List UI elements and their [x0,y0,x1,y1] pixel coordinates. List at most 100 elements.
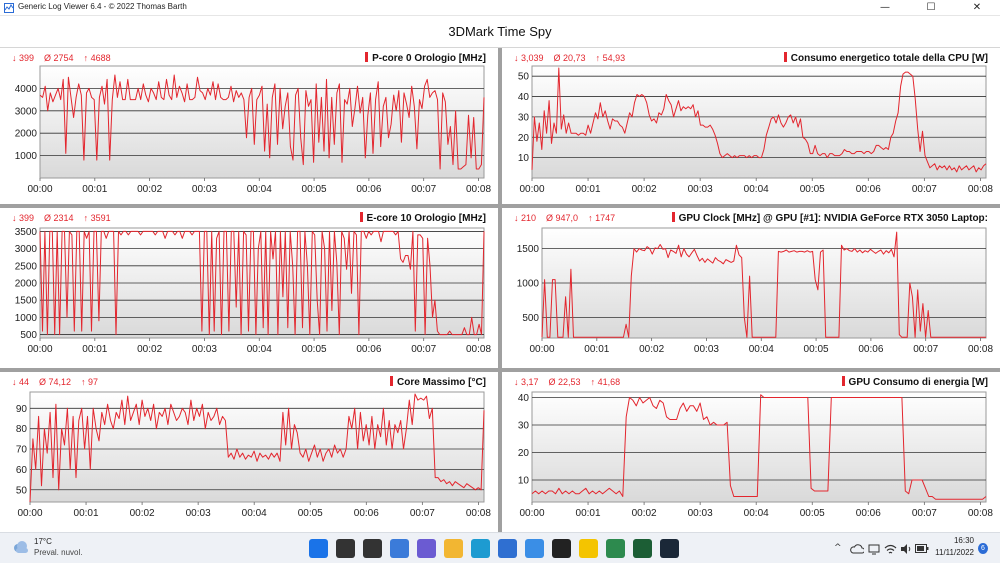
y-tick-label: 3000 [15,106,38,117]
p-core-clock-chart[interactable]: 1000 2000 3000 4000 00:00 00:01 00:02 00:03 00:0… [0,48,498,204]
chart-title-text: P-core 0 Orologio [MHz] [372,53,486,64]
y-tick-label: 2000 [15,129,38,140]
wifi-icon[interactable] [884,543,897,555]
chart-title-text: GPU Consumo di energia [W] [848,377,988,388]
stat-avg: Ø 22,53 [548,377,581,387]
core-max-temp-series-line [29,393,485,503]
weather-temperature[interactable]: 17°C [34,537,52,546]
y-tick-label: 1000 [15,151,38,162]
store-icon[interactable] [498,539,517,558]
y-tick-label: 1000 [517,279,540,290]
clock-date[interactable]: 11/11/2022 [935,548,974,557]
chart-title-text: E-core 10 Orologio [MHz] [366,213,486,224]
x-tick-label: 00:06 [858,344,883,355]
onedrive-cloud-icon[interactable] [850,544,864,554]
cpu-power-plot-area [531,65,987,179]
window-title: Generic Log Viewer 6.4 - © 2022 Thomas B… [18,2,187,11]
x-tick-label: 00:03 [186,508,211,519]
edge-icon[interactable] [471,539,490,558]
x-tick-label: 00:00 [17,508,42,519]
cpu-power-chart[interactable]: 10 20 30 40 50 00:00 00:01 00:02 00:03 00:04 00:05… [502,48,1000,204]
y-tick-label: 20 [518,448,530,459]
start-button-icon[interactable] [309,539,328,558]
file-explorer-icon[interactable] [444,539,463,558]
close-button[interactable]: ✕ [972,2,982,13]
x-tick-label: 00:06 [856,508,881,519]
y-tick-label: 20 [518,133,530,144]
cpu-power-title: Consumo energetico totale della CPU [W] [783,52,988,64]
x-tick-label: 00:08 [968,184,993,195]
norton-icon[interactable] [579,539,598,558]
task-view-icon[interactable] [363,539,382,558]
teams-icon[interactable] [417,539,436,558]
widgets-icon[interactable] [390,539,409,558]
stat-avg: Ø 2754 [44,53,74,63]
maximize-button[interactable]: ☐ [926,2,936,13]
legend-color-marker [841,376,845,386]
x-tick-label: 00:07 [913,344,938,355]
x-tick-label: 00:00 [519,508,544,519]
xbox-icon[interactable] [552,539,571,558]
battery-icon[interactable] [915,544,929,553]
stat-min: ↓ 210 [514,213,537,223]
gpu-monitor-icon[interactable] [606,539,625,558]
x-tick-label: 00:03 [192,344,217,355]
weather-description[interactable]: Preval. nuvol. [34,548,83,557]
x-tick-label: 00:06 [856,184,881,195]
x-tick-label: 00:03 [192,184,217,195]
chart-title-text: Consumo energetico totale della CPU [W] [790,53,988,64]
y-tick-label: 60 [16,465,28,476]
y-tick-label: 70 [16,445,28,456]
x-tick-label: 00:01 [576,508,601,519]
panel-divider [498,48,502,532]
x-tick-label: 00:01 [82,184,107,195]
y-tick-label: 30 [518,112,530,123]
steam-icon[interactable] [660,539,679,558]
y-tick-label: 40 [518,393,530,404]
taskbar: 17°C Preval. nuvol. ^ 16:30 11/11/2022 6 [0,532,1000,563]
cpu-power-panel: 10 20 30 40 50 00:00 00:01 00:02 00:03 00:04 00:05… [502,48,1000,204]
x-tick-label: 00:02 [632,508,657,519]
network-icon[interactable] [868,543,880,555]
weather-cloud-icon[interactable] [12,540,30,554]
gpu-power-series-line [531,394,987,500]
core-max-temp-stats: ↓ 44 Ø 74,12 ↑ 97 [12,377,108,387]
y-tick-label: 500 [20,330,37,341]
chart-title-text: GPU Clock [MHz] @ GPU [#1]: NVIDIA GeFor… [678,213,988,224]
clock-time[interactable]: 16:30 [953,536,974,545]
y-tick-label: 4000 [15,84,38,95]
gpu-clock-chart[interactable]: 500 1000 1500 00:00 00:01 00:02 00:03 00:04 00:0… [502,208,1000,368]
volume-icon[interactable] [900,543,912,555]
log-viewer-icon[interactable] [633,539,652,558]
gpu-clock-title: GPU Clock [MHz] @ GPU [#1]: NVIDIA GeFor… [671,212,988,224]
y-tick-label: 80 [16,424,28,435]
x-tick-label: 00:08 [968,344,993,355]
x-tick-label: 00:06 [356,184,381,195]
notification-badge[interactable]: 6 [978,543,988,554]
y-tick-label: 500 [522,313,539,324]
core-max-temp-chart[interactable]: 50 60 70 80 90 00:00 00:01 00:02 00:03 00:04 00:05… [0,372,498,532]
y-tick-label: 30 [518,421,530,432]
minimize-button[interactable]: — [880,2,890,13]
e-core-clock-stats: ↓ 399 Ø 2314 ↑ 3591 [12,213,121,223]
x-tick-label: 00:00 [519,184,544,195]
photos-icon[interactable] [525,539,544,558]
stat-min: ↓ 399 [12,53,35,63]
x-tick-label: 00:01 [584,344,609,355]
gpu-power-chart[interactable]: 10 20 30 40 00:00 00:01 00:02 00:03 00:04 00:05 00… [502,372,1000,532]
gpu-clock-panel: 500 1000 1500 00:00 00:01 00:02 00:03 00:04 00:0… [502,208,1000,368]
core-max-temp-title: Core Massimo [°C] [389,376,486,388]
y-tick-label: 10 [518,153,530,164]
e-core-clock-title: E-core 10 Orologio [MHz] [359,212,486,224]
search-icon[interactable] [336,539,355,558]
stat-max: ↑ 41,68 [590,377,621,387]
e-core-clock-chart[interactable]: 500 1000 1500 2000 2500 3000 3500 00:00 00:01 00:… [0,208,498,368]
stat-avg: Ø 20,73 [553,53,586,63]
tray-overflow-chevron-icon[interactable]: ^ [834,543,842,553]
gpu-power-stats: ↓ 3,17 Ø 22,53 ↑ 41,68 [514,377,630,387]
x-tick-label: 00:07 [411,344,436,355]
gpu-clock-stats: ↓ 210 Ø 947,0 ↑ 1747 [514,213,625,223]
stat-avg: Ø 2314 [44,213,74,223]
x-tick-label: 00:04 [744,184,769,195]
legend-color-marker [389,376,393,386]
